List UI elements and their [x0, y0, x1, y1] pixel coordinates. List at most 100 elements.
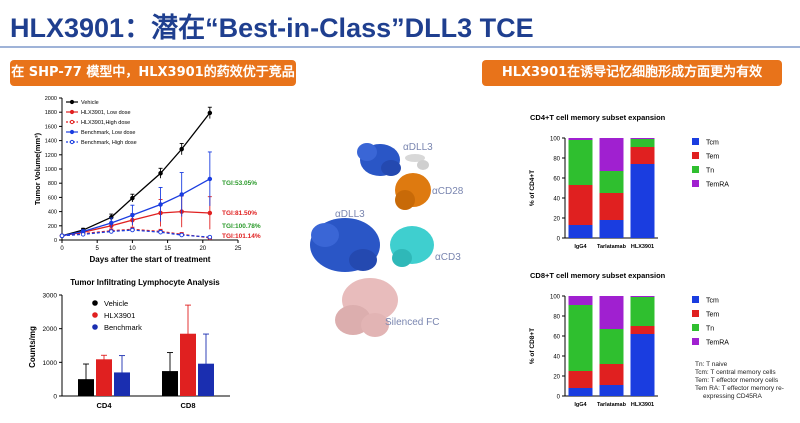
data-point [207, 210, 213, 216]
legend-label: Tem [706, 154, 719, 161]
legend-swatch [692, 338, 699, 345]
tgi-annotation: TGI:81.50% [222, 210, 257, 217]
blob-dll3-top [357, 143, 401, 176]
y-tick-label: 80 [553, 315, 560, 321]
bar-segment [568, 305, 593, 371]
bar-segment [568, 138, 593, 140]
legend-marker [69, 99, 75, 105]
label-dll3-top: αDLL3 [403, 142, 433, 153]
legend-label: Vehicle [104, 299, 128, 308]
bar [96, 359, 112, 396]
x-tick-label: 5 [96, 246, 100, 252]
y-tick-label: 600 [48, 195, 57, 201]
bar-segment [630, 164, 655, 238]
bar-segment [630, 139, 655, 147]
data-point [207, 110, 213, 116]
y-tick-label: 1200 [45, 153, 57, 159]
legend-label: TemRA [706, 340, 729, 347]
legend-swatch [692, 166, 699, 173]
legend-label: HLX3901,High dose [81, 120, 130, 126]
legend-swatch [692, 296, 699, 303]
y-tick-label: 2000 [45, 96, 57, 102]
chart-title: CD4+T cell memory subset expansion [530, 113, 666, 122]
bar-segment [568, 388, 593, 396]
data-point [130, 212, 135, 218]
chart-title: CD8+T cell memory subset expansion [530, 271, 666, 280]
bar-segment [599, 329, 624, 364]
x-tick-label: 10 [129, 246, 136, 252]
bar-segment [630, 147, 655, 164]
bar-segment [599, 385, 624, 396]
data-point [130, 227, 135, 233]
legend-marker [69, 119, 75, 125]
category-label: CD4 [96, 401, 112, 410]
category-label: CD8 [180, 401, 195, 410]
y-tick-label: 40 [553, 197, 560, 203]
til-bar-chart: Tumor Infiltrating Lymphocyte Analysis 0 1… [28, 278, 230, 410]
legend-marker [69, 139, 75, 145]
data-point [158, 202, 163, 207]
memory-banner: HLX3901在诱导记忆细胞形成方面更为有效 [482, 60, 782, 86]
legend-label: Tn [706, 168, 714, 175]
y-tick-label: 0 [557, 395, 561, 401]
x-tick-label: 20 [199, 246, 206, 252]
tgi-annotation: TGI:101.14% [222, 233, 261, 240]
y-tick-label: 0 [53, 394, 57, 401]
y-tick-label: 20 [553, 217, 560, 223]
bar-segment [599, 193, 624, 220]
data-point [158, 229, 163, 235]
legend-swatch [692, 138, 699, 145]
bar-segment [568, 371, 593, 388]
bar-segment [630, 296, 655, 297]
data-point [80, 232, 86, 237]
chart-title: Tumor Infiltrating Lymphocyte Analysis [70, 278, 220, 287]
bar-segment [568, 296, 593, 305]
y-tick-label: 0 [557, 237, 561, 243]
y-tick-label: 100 [550, 295, 561, 301]
bar-segment [568, 140, 593, 185]
efficacy-banner: 在 SHP-77 模型中，HLX3901的药效优于竞品分子 [10, 60, 296, 106]
slide-title: HLX3901：潜在“Best-in-Class”DLL3 TCE [10, 13, 534, 43]
y-tick-label: 3000 [43, 293, 58, 300]
blob-cd3 [390, 226, 434, 267]
linker [405, 154, 429, 170]
legend-label: Vehicle [81, 100, 99, 106]
y-tick-label: 1800 [45, 110, 57, 116]
legend-marker [69, 129, 75, 135]
legend-swatch [692, 152, 699, 159]
bar-segment [599, 220, 624, 238]
bar-segment [599, 138, 624, 171]
category-label: IgG4 [574, 402, 587, 408]
y-tick-label: 200 [48, 224, 57, 230]
legend-marker [69, 109, 75, 115]
data-point [207, 234, 213, 240]
legend-marker [92, 324, 98, 330]
legend-label: Benchmark, High dose [81, 140, 137, 146]
data-point [130, 195, 135, 201]
legend-label: Tcm [706, 140, 719, 147]
y-tick-label: 80 [553, 157, 560, 163]
legend-label: Tn [706, 326, 714, 333]
subset-notes: Tn: T naive Tcm: T central memory cells … [695, 361, 795, 401]
y-tick-label: 1400 [45, 139, 57, 145]
y-tick-label: 100 [550, 137, 561, 143]
legend-swatch [692, 324, 699, 331]
y-axis-title: Tumor Volume(mm³) [33, 132, 42, 205]
protein-structure-illustration: αDLL3 αCD28 αDLL3 αCD3 Silenced FC [310, 142, 464, 337]
bar-segment [568, 185, 593, 225]
data-point [179, 146, 184, 152]
data-point [179, 232, 184, 238]
data-point [179, 192, 184, 197]
note-line: expressing CD45RA [703, 393, 762, 400]
series-line [61, 178, 211, 237]
label-silenced-fc: Silenced FC [385, 317, 439, 328]
category-label: IgG4 [574, 244, 587, 250]
bar-segment [630, 297, 655, 326]
y-tick-label: 800 [48, 181, 57, 187]
cd8-memory-chart: CD8+T cell memory subset expansion 0 20 40 6… [529, 271, 729, 408]
x-tick-label: 15 [164, 246, 171, 252]
bar-segment [630, 326, 655, 334]
cd4-memory-chart: CD4+T cell memory subset expansion 0 20 40 6… [529, 113, 729, 250]
bar-segment [599, 364, 624, 385]
legend-label: HLX3901 [104, 311, 135, 320]
